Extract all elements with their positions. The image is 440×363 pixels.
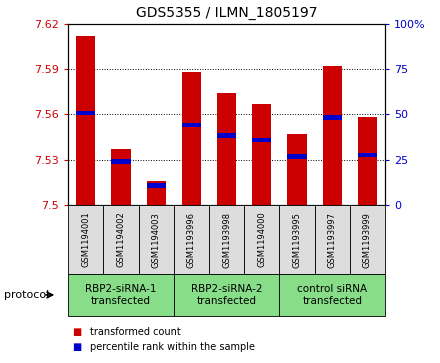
Bar bbox=[76, 111, 95, 115]
Text: GSM1194001: GSM1194001 bbox=[81, 212, 90, 268]
Bar bbox=[111, 159, 131, 163]
Text: ■: ■ bbox=[73, 327, 82, 337]
Text: GSM1194003: GSM1194003 bbox=[152, 212, 161, 268]
Bar bbox=[182, 72, 201, 205]
Text: GSM1193998: GSM1193998 bbox=[222, 212, 231, 268]
Bar bbox=[287, 154, 307, 159]
Bar bbox=[323, 115, 342, 120]
Bar bbox=[217, 133, 236, 138]
Bar bbox=[358, 117, 377, 205]
Text: GSM1193995: GSM1193995 bbox=[293, 212, 301, 268]
Bar bbox=[252, 138, 271, 142]
Text: ■: ■ bbox=[73, 342, 82, 352]
Text: RBP2-siRNA-2
transfected: RBP2-siRNA-2 transfected bbox=[191, 284, 262, 306]
Text: protocol: protocol bbox=[4, 290, 50, 300]
Text: RBP2-siRNA-1
transfected: RBP2-siRNA-1 transfected bbox=[85, 284, 157, 306]
Bar bbox=[182, 123, 201, 127]
Text: GSM1193996: GSM1193996 bbox=[187, 212, 196, 268]
Bar bbox=[76, 36, 95, 205]
Bar bbox=[217, 93, 236, 205]
Text: control siRNA
transfected: control siRNA transfected bbox=[297, 284, 367, 306]
Bar bbox=[111, 149, 131, 205]
Title: GDS5355 / ILMN_1805197: GDS5355 / ILMN_1805197 bbox=[136, 6, 317, 20]
Text: percentile rank within the sample: percentile rank within the sample bbox=[90, 342, 255, 352]
Text: GSM1194000: GSM1194000 bbox=[257, 212, 266, 268]
Bar bbox=[358, 153, 377, 158]
Text: GSM1194002: GSM1194002 bbox=[117, 212, 125, 268]
Bar bbox=[287, 134, 307, 205]
Text: GSM1193999: GSM1193999 bbox=[363, 212, 372, 268]
Bar bbox=[252, 104, 271, 205]
Text: transformed count: transformed count bbox=[90, 327, 181, 337]
Bar bbox=[323, 66, 342, 205]
Text: GSM1193997: GSM1193997 bbox=[328, 212, 337, 268]
Bar bbox=[147, 181, 166, 205]
Bar bbox=[147, 183, 166, 188]
